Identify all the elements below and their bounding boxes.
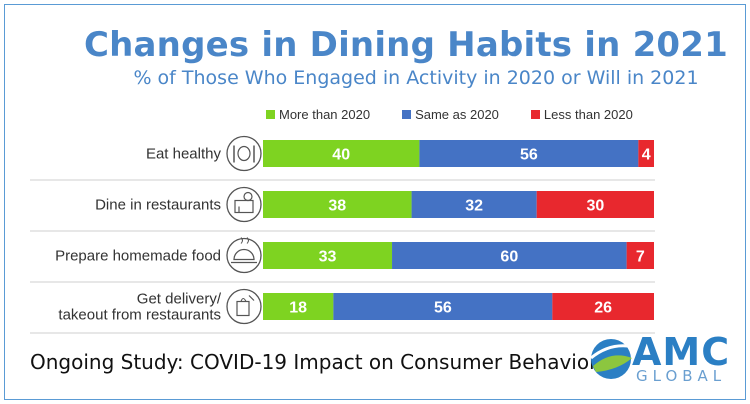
- dome-shape: [233, 248, 255, 261]
- legend-label: More than 2020: [279, 106, 371, 122]
- bar-segment: [552, 293, 654, 320]
- globe-logo-icon: [590, 339, 632, 379]
- plate-cutlery-icon: [226, 135, 262, 172]
- legend-item-1: Same as 2020: [402, 107, 499, 122]
- legend-label: Less than 2020: [543, 106, 633, 122]
- data-label: 30: [586, 198, 604, 215]
- legend-swatch: [402, 109, 412, 119]
- footer-caption: Ongoing Study: COVID-19 Impact on Consum…: [30, 350, 598, 374]
- data-label: 56: [520, 147, 538, 164]
- bar-segment: [263, 140, 420, 167]
- takeout-bag-icon: [226, 288, 262, 325]
- legend-swatch: [266, 109, 275, 119]
- data-label: 4: [642, 147, 651, 164]
- legend-item-2: Less than 2020: [530, 106, 633, 122]
- chart-legend: More than 2020 Same as 2020 Less than 2020: [266, 106, 665, 122]
- bar-segment: [419, 140, 639, 167]
- data-label: 38: [328, 198, 346, 215]
- data-label: 56: [434, 300, 452, 317]
- data-label: 26: [594, 300, 612, 317]
- category-label: Dine in restaurants: [95, 197, 221, 214]
- bar-segment: [411, 191, 537, 218]
- bar-segment: [392, 242, 627, 269]
- data-label: 40: [332, 147, 350, 164]
- restaurant-building-icon: [226, 186, 262, 223]
- category-label: Get delivery/: [137, 291, 222, 308]
- category-label: takeout from restaurants: [58, 307, 221, 324]
- data-label: 33: [319, 249, 337, 266]
- building-shape: [234, 199, 254, 214]
- bar-segment: [638, 140, 654, 167]
- bag-handle-shape: [240, 297, 247, 302]
- chart-subtitle: % of Those Who Engaged in Activity in 20…: [133, 67, 699, 89]
- legend-item-0: More than 2020: [266, 107, 370, 122]
- logo-wordmark: AMC: [632, 330, 731, 374]
- data-label: 60: [500, 249, 518, 266]
- bag-shape: [236, 300, 250, 317]
- legend-label: Same as 2020: [415, 106, 499, 122]
- bar-segment: [263, 191, 412, 218]
- chart-title: Changes in Dining Habits in 2021: [83, 25, 729, 65]
- data-label: 7: [636, 249, 645, 266]
- logo-subtext: GLOBAL: [636, 367, 727, 385]
- legend-swatch: [530, 109, 540, 119]
- data-label: 32: [465, 198, 483, 215]
- cloche-icon: [226, 237, 262, 274]
- bar-segment: [626, 242, 654, 269]
- tag-shape: [248, 295, 255, 301]
- bar-segment: [536, 191, 654, 218]
- category-label: Eat healthy: [146, 146, 222, 163]
- plate-shape: [237, 145, 251, 162]
- sign-shape: [243, 191, 253, 202]
- data-label: 18: [289, 300, 307, 317]
- steam-shape: [240, 237, 249, 244]
- bar-segment: [263, 242, 393, 269]
- category-label: Prepare homemade food: [55, 248, 221, 265]
- bar-segment: [263, 293, 334, 320]
- amc-global-logo: AMC GLOBAL: [588, 330, 733, 386]
- bar-segment: [333, 293, 553, 320]
